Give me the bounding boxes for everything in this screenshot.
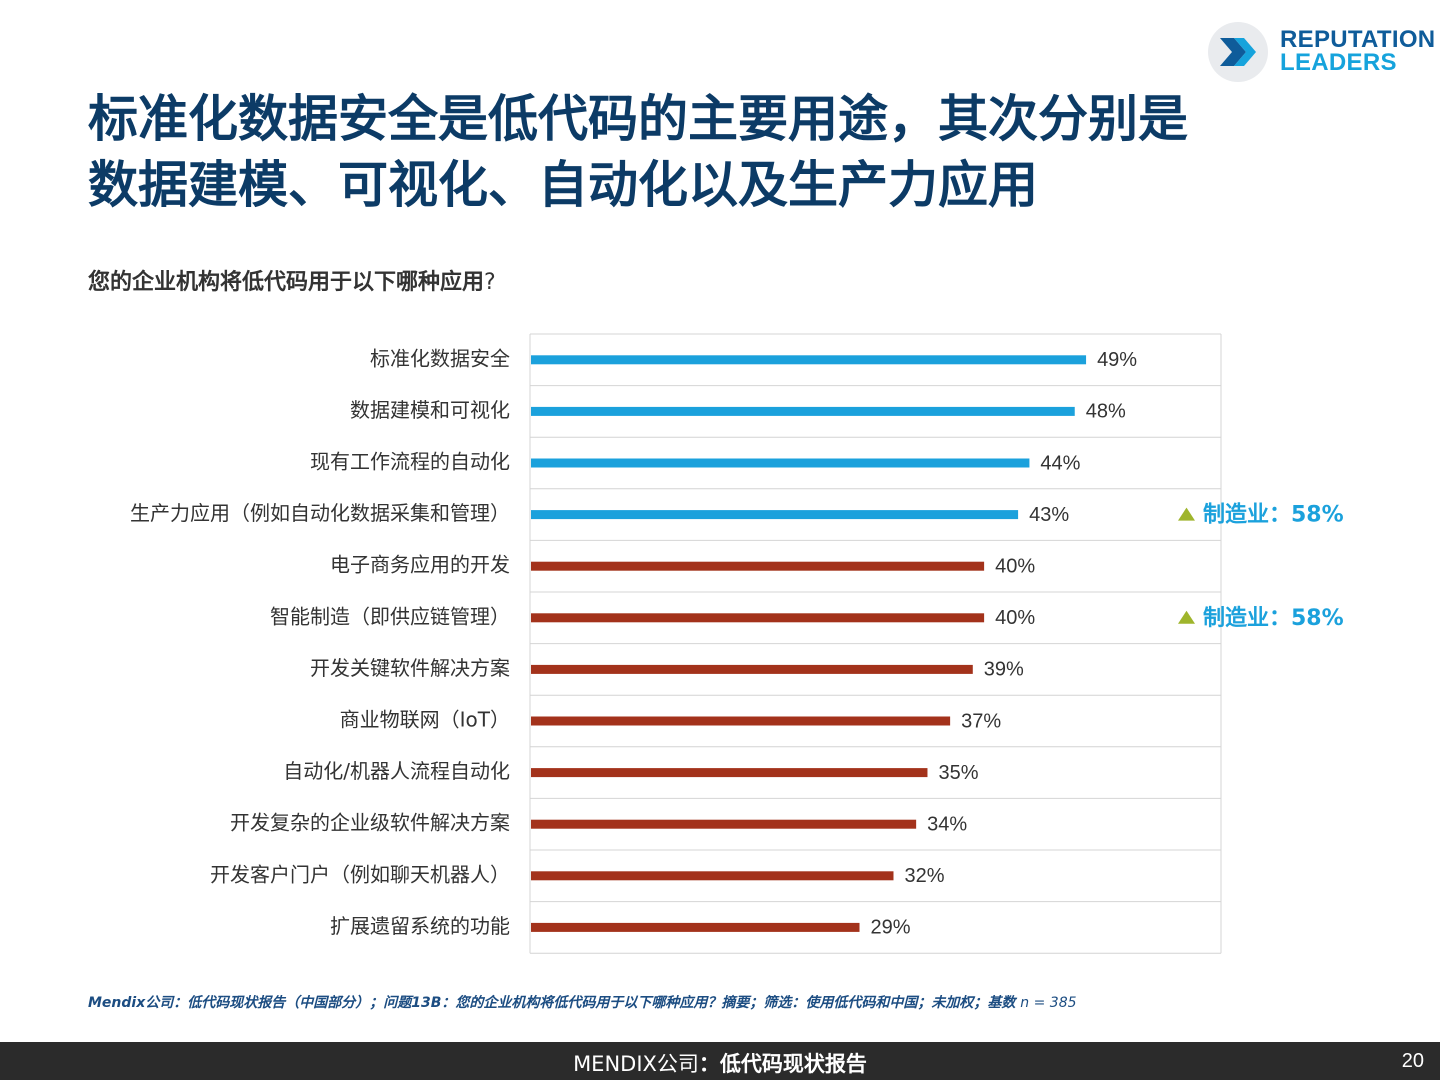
category-label: 扩展遗留系统的功能 (330, 914, 510, 938)
category-label: 自动化/机器人流程自动化 (283, 759, 510, 783)
value-label: 34% (927, 813, 967, 835)
annotation-label: 制造业：58% (1203, 503, 1344, 528)
value-label: 49% (1097, 349, 1137, 371)
source-base: n = 385 (1020, 995, 1077, 1011)
bar (531, 510, 1019, 520)
category-label: 商业物联网（IoT） (340, 708, 510, 732)
title-line-2: 数据建模、可视化、自动化以及生产力应用 (88, 156, 1038, 214)
question-mark: ? (484, 270, 496, 295)
value-label: 40% (995, 607, 1035, 629)
survey-question: 您的企业机构将低代码用于以下哪种应用? (88, 264, 496, 296)
bar (531, 716, 951, 726)
footer-title: MENDIX公司：低代码现状报告 (0, 1048, 1440, 1078)
triangle-up-icon (1178, 610, 1195, 624)
source-note: Mendix公司：低代码现状报告（中国部分）；问题13B：您的企业机构将低代码用… (88, 992, 1077, 1012)
bar (531, 406, 1075, 416)
value-label: 37% (961, 710, 1001, 732)
category-label: 开发复杂的企业级软件解决方案 (230, 811, 510, 835)
bar (531, 458, 1030, 468)
value-label: 43% (1029, 504, 1069, 526)
category-label: 电子商务应用的开发 (330, 553, 510, 577)
footer-brand: MENDIX公司 (573, 1052, 699, 1076)
title-line-1: 标准化数据安全是低代码的主要用途，其次分别是 (88, 90, 1188, 148)
footer-report: 低代码现状报告 (719, 1052, 867, 1076)
page-title: 标准化数据安全是低代码的主要用途，其次分别是 数据建模、可视化、自动化以及生产力… (88, 86, 1388, 218)
page-number: 20 (1401, 1050, 1424, 1072)
value-label: 32% (904, 865, 944, 887)
logo-text: REPUTATION LEADERS (1280, 26, 1436, 76)
category-label: 现有工作流程的自动化 (310, 450, 510, 474)
bar (531, 871, 894, 881)
logo-line-1: REPUTATION (1280, 26, 1436, 53)
bar (531, 664, 973, 674)
bar (531, 355, 1087, 365)
bar (531, 561, 985, 571)
bar (531, 922, 860, 932)
reputation-leaders-logo: REPUTATION LEADERS (1208, 22, 1435, 82)
question-text: 您的企业机构将低代码用于以下哪种应用 (88, 270, 485, 295)
footer-sep: ： (698, 1052, 720, 1076)
source-text: Mendix公司：低代码现状报告（中国部分）；问题13B：您的企业机构将低代码用… (88, 995, 1021, 1011)
value-label: 44% (1040, 452, 1080, 474)
category-label: 开发关键软件解决方案 (310, 656, 510, 680)
category-label: 数据建模和可视化 (350, 398, 510, 422)
footer-bar: MENDIX公司：低代码现状报告 20 (0, 1042, 1440, 1080)
value-label: 48% (1086, 401, 1126, 423)
bar (531, 819, 917, 829)
bar-chart: 标准化数据安全 49% 数据建模和可视化 48% 现有工作流程的自动化 44% 生产力应用（… (130, 333, 1344, 954)
annotation-label: 制造业：58% (1203, 606, 1344, 631)
value-label: 39% (984, 659, 1024, 681)
logo-line-2: LEADERS (1280, 49, 1397, 76)
chevron-arrow-icon (1208, 22, 1268, 82)
value-label: 40% (995, 555, 1035, 577)
category-label: 智能制造（即供应链管理） (270, 604, 510, 628)
value-label: 35% (938, 762, 978, 784)
category-label: 生产力应用（例如自动化数据采集和管理） (130, 501, 510, 525)
bar (531, 613, 985, 623)
category-label: 开发客户门户（例如聊天机器人） (210, 862, 510, 886)
category-label: 标准化数据安全 (370, 346, 510, 370)
bar (531, 768, 928, 778)
value-label: 29% (871, 917, 911, 939)
triangle-up-icon (1178, 507, 1195, 521)
